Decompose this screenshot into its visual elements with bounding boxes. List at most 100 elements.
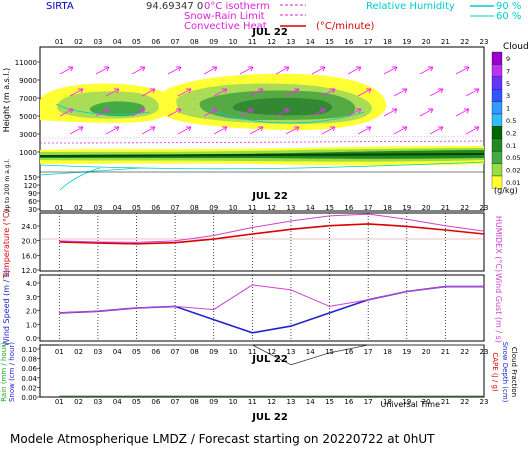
snow-ylabel: Snow (cm / hour) <box>8 342 16 402</box>
colorbar-cell <box>491 101 503 115</box>
cloud-ytick-3000: 3000 <box>19 131 37 139</box>
top-hour-09: 09 <box>209 38 218 46</box>
rain-hour-19: 19 <box>402 348 411 356</box>
wind-arrow <box>203 66 218 75</box>
wind-arrow-head <box>212 66 218 72</box>
wind-ytick-3.0: 3.0 <box>26 294 37 302</box>
cloud-ytick-90: 90 <box>28 190 37 198</box>
wind-arrow-head <box>320 108 326 114</box>
mid-hour-14: 14 <box>306 204 315 212</box>
wind-arrow <box>249 88 264 97</box>
bottom-hour-08: 08 <box>190 398 199 406</box>
wind-arrow-head <box>428 108 434 114</box>
wind-y-ticks: 4.0 3.0 2.0 1.0 0.0 <box>26 280 40 343</box>
cloud-blob-high-dark-2 <box>232 97 333 116</box>
rain-hour-21: 21 <box>441 348 450 356</box>
top-hour-13: 13 <box>286 38 295 46</box>
bottom-hour-10: 10 <box>229 398 238 406</box>
wind-arrow-head <box>140 108 146 114</box>
bottom-hour-01: 01 <box>55 398 64 406</box>
wind-arrow-head <box>464 108 470 114</box>
wind-arrow <box>167 66 182 75</box>
bottom-hour-09: 09 <box>209 398 218 406</box>
rain-hour-14: 14 <box>306 348 315 356</box>
wind-arrow <box>383 108 398 117</box>
colorbar-cell <box>491 51 503 65</box>
mid-hour-08: 08 <box>190 204 199 212</box>
wind-arrow <box>465 126 480 135</box>
wind-arrow-head <box>150 126 156 132</box>
top-hour-04: 04 <box>113 38 122 46</box>
series-humidex <box>59 213 485 243</box>
top-hour-07: 07 <box>171 38 180 46</box>
temp-y-ticks: 24.0 20.0 16.0 12.0 <box>21 223 40 275</box>
wind-arrow <box>95 108 110 117</box>
rain-hour-09: 09 <box>209 348 218 356</box>
top-hour-10: 10 <box>229 38 238 46</box>
mid-hour-01: 01 <box>55 204 64 212</box>
bottom-hour-labels: 01 02 03 04 05 06 07 08 09 10 11 12 13 14 15 16 17 18 19 20… <box>55 398 489 406</box>
bottom-hour-07: 07 <box>171 398 180 406</box>
bottom-hour-11: 11 <box>248 398 257 406</box>
mid-hour-19: 19 <box>402 204 411 212</box>
wind-arrow <box>59 108 74 117</box>
wind-arrow-head <box>330 88 336 94</box>
colorbar-cell <box>491 138 503 152</box>
top-hour-11: 11 <box>248 38 257 46</box>
cloud-ytick-5000: 5000 <box>19 113 37 121</box>
wind-arrow-head <box>176 66 182 72</box>
wind-arrow <box>383 66 398 75</box>
wind-arrow <box>141 88 156 97</box>
xlabel-ut: Universal Time <box>380 400 440 409</box>
wind-arrow-head <box>150 88 156 94</box>
wind-arrow-head <box>104 108 110 114</box>
wind-ytick-4.0: 4.0 <box>26 280 37 288</box>
rain-hour-23: 23 <box>480 348 489 356</box>
bottom-hour-02: 02 <box>74 398 83 406</box>
bottom-hour-22: 22 <box>460 398 469 406</box>
wind-arrow-head <box>294 126 300 132</box>
wind-arrow-head <box>474 88 480 94</box>
top-hour-14: 14 <box>306 38 315 46</box>
rain-ytick-0.10: 0.10 <box>21 346 37 354</box>
rain-hour-18: 18 <box>383 348 392 356</box>
rain-hour-06: 06 <box>151 348 160 356</box>
wind-arrow-head <box>366 126 372 132</box>
colorbar-tick-0.2: 0.2 <box>506 129 516 137</box>
cloud-ylabel-low: Up to 200 m a.g.l. <box>4 159 11 213</box>
mid-hour-12: 12 <box>267 204 276 212</box>
colorbar-cell <box>491 76 503 90</box>
temperature-panel <box>39 212 485 272</box>
rain-hour-04: 04 <box>113 348 122 356</box>
top-hour-labels: 01 02 03 04 05 06 07 08 09 10 11 12 13 14 15 16 17 18 19 20… <box>55 38 489 46</box>
wind-arrow <box>275 66 290 75</box>
wind-arrow <box>393 88 408 97</box>
rh-contour-3 <box>39 161 485 170</box>
bottom-hour-20: 20 <box>422 398 431 406</box>
mid-hour-05: 05 <box>132 204 141 212</box>
mid-hour-11: 11 <box>248 204 257 212</box>
bottom-hour-16: 16 <box>344 398 353 406</box>
colorbar-tick-3: 3 <box>506 92 510 100</box>
bottom-hour-13: 13 <box>286 398 295 406</box>
wind-arrow-head <box>140 66 146 72</box>
wind-arrow <box>105 126 120 135</box>
rain-ylabel: Rain (mm / hour) <box>0 342 8 402</box>
wind-arrow-head <box>212 108 218 114</box>
wind-arrow-head <box>464 66 470 72</box>
wind-arrow <box>213 126 228 135</box>
top-hour-16: 16 <box>344 38 353 46</box>
cloud-fraction-ylabel: Cloud Fraction <box>510 347 518 397</box>
wind-arrow <box>465 88 480 97</box>
cloud-ytick-30: 30 <box>28 206 37 214</box>
cloud-ytick-11000: 11000 <box>15 59 37 67</box>
footer-text: Modele Atmospherique LMDZ / Forecast sta… <box>10 432 435 446</box>
legend-rh-label: Relative Humidity <box>366 1 455 12</box>
legend-rh-90: 90 % <box>496 1 521 12</box>
wind-arrow-head <box>68 108 74 114</box>
wind-ylabel: Wind Speed (m / s) <box>2 270 11 346</box>
wind-arrow-head <box>392 108 398 114</box>
cloud-ytick-9000: 9000 <box>19 77 37 85</box>
colorbar-tick-0.5: 0.5 <box>506 117 516 125</box>
clouds-title: Clouds <box>503 42 528 52</box>
